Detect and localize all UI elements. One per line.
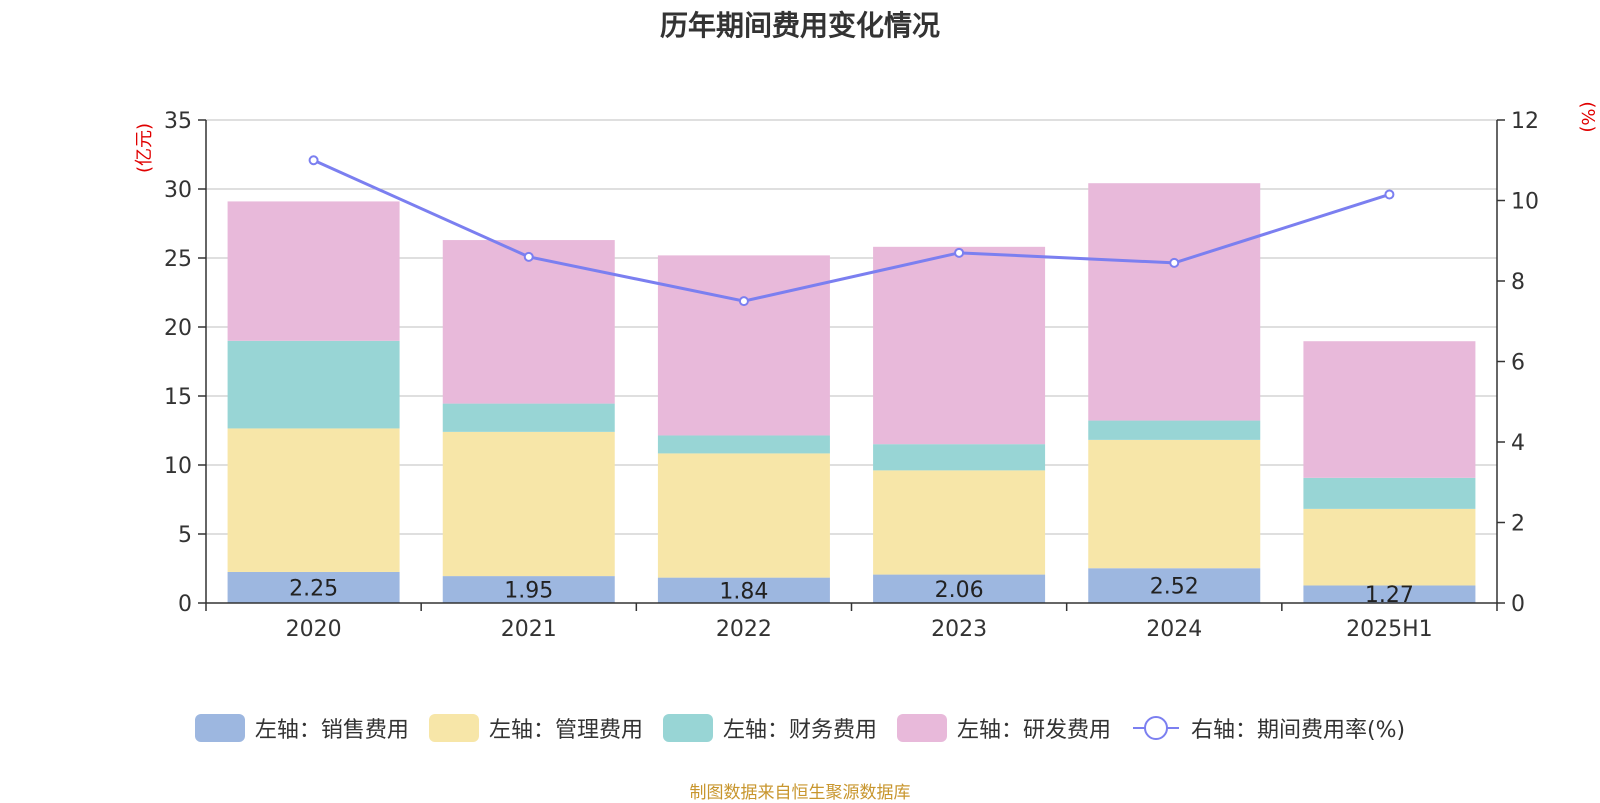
- bar-segment: [1088, 183, 1261, 421]
- bar-segment: [1303, 585, 1476, 603]
- rate-line-layer: [308, 155, 1395, 307]
- legend-line-circle: [1143, 716, 1168, 740]
- left-axis-tick-label: 35: [164, 109, 192, 134]
- bar-segment: [1088, 439, 1261, 569]
- left-axis-tick-label: 5: [178, 523, 192, 548]
- bar-segment: [442, 431, 615, 577]
- x-axis-category-label: 2021: [501, 617, 557, 642]
- bar-segment: [873, 470, 1046, 575]
- left-axis-tick-label: 15: [164, 385, 192, 410]
- legend-item[interactable]: 左轴：财务费用: [662, 712, 877, 744]
- bar-segment: [873, 444, 1046, 471]
- legend: 左轴：销售费用 左轴：管理费用 左轴：财务费用 左轴：研发费用 右轴：期间费用率(%): [0, 708, 1600, 748]
- rate-line-point: [954, 247, 965, 258]
- bar-segment: [227, 428, 400, 572]
- source-note: 制图数据来自恒生聚源数据库: [689, 783, 911, 803]
- bar-segment: [1088, 420, 1261, 440]
- bar-segment: [442, 240, 615, 404]
- bar-segment: [657, 577, 830, 603]
- bar-segment: [227, 571, 400, 603]
- bar-data-label: 2.52: [1150, 575, 1199, 600]
- right-axis-tick-label: 2: [1511, 512, 1525, 537]
- right-axis-tick-label: 12: [1511, 109, 1539, 134]
- bar-segment: [1088, 568, 1261, 603]
- rate-line-point: [308, 155, 319, 166]
- legend-label: 右轴：期间费用率(%): [1190, 718, 1406, 743]
- chart-plot: 2.25 1.95 1.84 2.06 2.52 1.27 051015202530350…: [134, 101, 1598, 642]
- right-axis-tick-label: 0: [1511, 592, 1525, 617]
- rate-line-point: [1169, 257, 1180, 268]
- axes-layer: 0 5 10 15 20 25 30 35 0 2 4 6 8 10 12 2020 2021 2022 2023 2…: [134, 101, 1598, 642]
- legend-swatch: [194, 714, 245, 742]
- bar-segment: [657, 435, 830, 454]
- right-axis-unit-label: (%): [1577, 101, 1598, 132]
- legend-label: 左轴：销售费用: [254, 718, 409, 743]
- bar-data-label: 2.06: [935, 578, 984, 603]
- bar-segment: [1303, 508, 1476, 586]
- rate-line-point: [1384, 189, 1395, 200]
- legend-label: 左轴：管理费用: [488, 718, 643, 743]
- legend-line-marker-icon: [1132, 716, 1179, 740]
- bar-stack-layer: [227, 183, 1476, 603]
- left-axis-tick-label: 0: [178, 592, 192, 617]
- rate-line-point: [523, 251, 534, 262]
- bar-segment: [442, 576, 615, 603]
- x-axis-category-label: 2023: [931, 617, 987, 642]
- x-axis-category-label: 2020: [286, 617, 342, 642]
- bar-segment: [227, 201, 400, 341]
- right-axis-tick-label: 4: [1511, 431, 1525, 456]
- x-axis-category-label: 2024: [1146, 617, 1202, 642]
- data-label-layer: 2.25 1.95 1.84 2.06 2.52 1.27: [289, 575, 1414, 609]
- left-axis-unit-label: (亿元): [134, 123, 155, 173]
- left-axis-tick-label: 20: [164, 316, 192, 341]
- bar-data-label: 1.84: [719, 579, 768, 604]
- legend-item[interactable]: 左轴：销售费用: [194, 712, 409, 744]
- grid-lines: [206, 119, 1497, 535]
- x-axis-category-label: 2022: [716, 617, 772, 642]
- left-axis-tick-label: 10: [164, 454, 192, 479]
- legend-label: 左轴：财务费用: [722, 718, 877, 743]
- left-axis-tick-label: 25: [164, 247, 192, 272]
- bar-data-label: 1.27: [1365, 583, 1414, 608]
- bar-segment: [873, 574, 1046, 603]
- legend-item[interactable]: 左轴：管理费用: [428, 712, 643, 744]
- rate-line-point: [738, 296, 749, 307]
- right-axis-tick-label: 6: [1511, 351, 1525, 376]
- right-axis-tick-label: 10: [1511, 190, 1539, 215]
- legend-item[interactable]: 右轴：期间费用率(%): [1131, 712, 1405, 744]
- legend-swatch: [428, 714, 479, 742]
- bar-segment: [1303, 477, 1476, 509]
- legend-swatch: [662, 714, 713, 742]
- right-axis-tick-label: 8: [1511, 270, 1525, 295]
- bar-segment: [227, 340, 400, 429]
- bar-segment: [442, 403, 615, 432]
- left-axis-tick-label: 30: [164, 178, 192, 203]
- bar-segment: [1303, 341, 1476, 478]
- x-axis-category-label: 2025H1: [1346, 617, 1433, 642]
- bar-data-label: 2.25: [289, 576, 338, 601]
- legend-item[interactable]: 左轴：研发费用: [896, 712, 1111, 744]
- legend-label: 左轴：研发费用: [956, 718, 1111, 743]
- legend-swatch: [896, 714, 947, 742]
- bar-segment: [657, 453, 830, 578]
- rate-line: [312, 158, 1390, 303]
- bar-segment: [873, 246, 1046, 445]
- chart-title: 历年期间费用变化情况: [659, 9, 940, 42]
- bar-data-label: 1.95: [504, 579, 553, 604]
- bar-segment: [657, 255, 830, 436]
